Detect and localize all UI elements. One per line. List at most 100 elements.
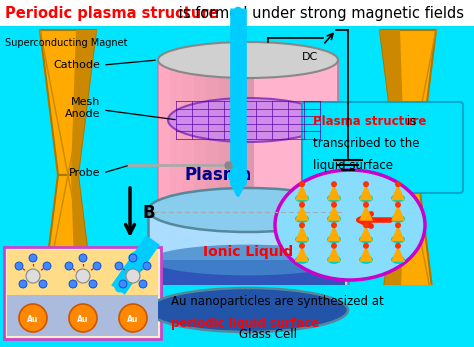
Polygon shape [295,184,309,200]
Circle shape [126,269,140,283]
Circle shape [363,243,369,249]
Polygon shape [327,246,341,262]
Circle shape [395,222,401,228]
Text: is formed under strong magnetic fields: is formed under strong magnetic fields [174,6,464,20]
Ellipse shape [158,192,338,228]
Bar [182,60,194,210]
Circle shape [19,304,47,332]
FancyBboxPatch shape [4,247,161,339]
Ellipse shape [151,245,345,276]
Circle shape [331,222,337,228]
Bar [151,260,345,310]
Ellipse shape [359,215,373,223]
Bar [163,285,466,340]
Polygon shape [327,205,341,221]
Bar [194,60,206,210]
Circle shape [115,262,123,270]
Ellipse shape [327,256,341,264]
Ellipse shape [295,194,309,202]
Circle shape [331,202,337,208]
Bar [218,60,230,210]
Polygon shape [380,30,436,175]
Text: Superconducting Magnet: Superconducting Magnet [5,38,128,48]
Polygon shape [327,225,341,241]
Polygon shape [295,205,309,221]
Ellipse shape [327,235,341,243]
Circle shape [363,181,369,187]
Polygon shape [359,225,373,241]
Bar [206,60,218,210]
Polygon shape [380,30,405,175]
Circle shape [299,243,305,249]
FancyBboxPatch shape [302,102,463,193]
Circle shape [65,262,73,270]
Circle shape [76,269,90,283]
Polygon shape [359,205,373,221]
Polygon shape [71,30,96,175]
Circle shape [299,222,305,228]
Text: B: B [143,204,155,222]
Text: Mesh
Anode: Mesh Anode [64,97,100,119]
Circle shape [363,222,369,228]
Circle shape [29,254,37,262]
Bar [148,210,348,310]
Text: periodic liquid surface: periodic liquid surface [171,316,319,330]
Polygon shape [391,184,405,200]
Circle shape [79,254,87,262]
Ellipse shape [359,256,373,264]
Circle shape [331,243,337,249]
Bar [170,60,182,210]
Circle shape [119,304,147,332]
Text: Cathode: Cathode [53,60,100,70]
Text: Plasma: Plasma [184,166,252,184]
Polygon shape [380,175,436,320]
Polygon shape [40,175,96,320]
Ellipse shape [148,288,348,332]
Text: Au: Au [27,315,39,324]
Ellipse shape [391,215,405,223]
Ellipse shape [391,194,405,202]
Polygon shape [380,175,405,320]
Bar [230,60,242,210]
Circle shape [299,181,305,187]
Text: Periodic plasma structure: Periodic plasma structure [5,6,219,20]
Text: Au: Au [77,315,89,324]
Circle shape [395,243,401,249]
Text: Glass Cell: Glass Cell [239,328,297,341]
Polygon shape [391,246,405,262]
Text: Au nanoparticles are synthesized at: Au nanoparticles are synthesized at [171,296,384,308]
Ellipse shape [168,98,328,142]
Text: Ionic Liquid: Ionic Liquid [203,245,293,259]
Polygon shape [359,184,373,200]
Circle shape [299,202,305,208]
Ellipse shape [391,235,405,243]
Polygon shape [295,246,309,262]
Bar [7,295,158,336]
Bar [0,0,474,26]
Ellipse shape [275,170,425,280]
Circle shape [69,280,77,288]
Text: transcribed to the: transcribed to the [313,136,419,150]
Ellipse shape [295,235,309,243]
Circle shape [15,262,23,270]
Text: liquid surface: liquid surface [313,159,393,171]
Ellipse shape [327,215,341,223]
Bar [7,250,158,297]
Circle shape [43,262,51,270]
Polygon shape [71,175,96,320]
Circle shape [129,254,137,262]
Circle shape [395,202,401,208]
Ellipse shape [148,188,348,232]
Circle shape [93,262,101,270]
Text: Plasma structure: Plasma structure [313,115,427,127]
Polygon shape [40,30,96,175]
Bar [158,60,338,210]
Circle shape [143,262,151,270]
Circle shape [119,280,127,288]
Circle shape [89,280,97,288]
Ellipse shape [158,42,338,78]
Bar [158,60,170,210]
Circle shape [39,280,47,288]
Circle shape [69,304,97,332]
Polygon shape [295,225,309,241]
